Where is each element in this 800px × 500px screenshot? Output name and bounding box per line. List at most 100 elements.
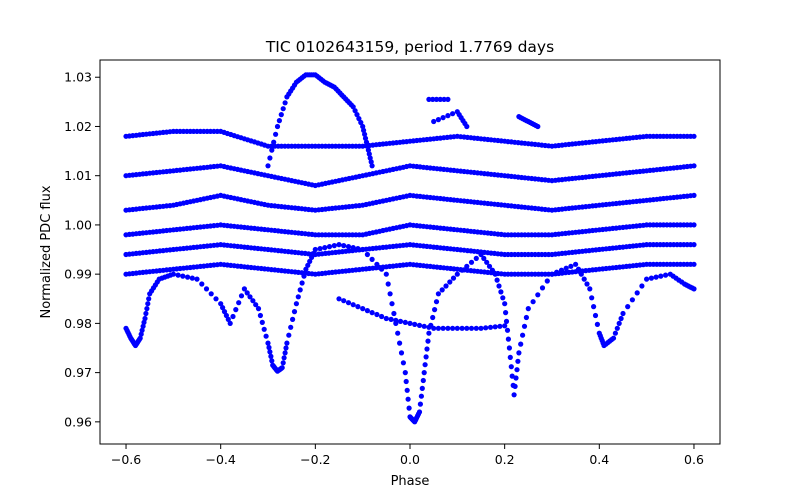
data-point	[307, 258, 313, 264]
data-point	[336, 242, 342, 248]
data-point	[255, 306, 262, 312]
y-tick-label: 1.02	[64, 119, 92, 134]
data-point	[244, 290, 250, 296]
data-point	[280, 360, 286, 366]
data-point	[393, 317, 399, 323]
data-point	[454, 325, 460, 331]
y-tick-label: 0.97	[64, 365, 92, 380]
data-point	[364, 308, 370, 314]
data-point	[317, 246, 323, 252]
data-point	[575, 266, 582, 272]
data-point	[144, 306, 150, 312]
data-point	[533, 122, 539, 129]
data-point	[293, 301, 299, 307]
data-point	[691, 192, 697, 198]
data-point	[644, 276, 650, 282]
data-point	[454, 271, 460, 277]
data-point	[592, 312, 599, 319]
data-point	[283, 345, 289, 351]
y-tick-label: 0.98	[64, 316, 92, 331]
data-point	[404, 387, 410, 393]
data-point	[230, 313, 236, 320]
data-point	[395, 330, 401, 336]
data-point	[523, 314, 530, 321]
data-point	[558, 267, 565, 273]
x-tick-label: −0.4	[206, 452, 236, 467]
data-point	[339, 92, 345, 98]
data-point	[345, 300, 352, 306]
data-point	[496, 283, 502, 289]
data-point	[459, 325, 465, 331]
data-point	[282, 100, 288, 106]
data-point	[365, 147, 371, 153]
data-point	[405, 396, 411, 402]
data-point	[145, 301, 151, 307]
data-point	[433, 299, 440, 305]
data-point	[389, 301, 395, 307]
data-point	[609, 337, 615, 343]
data-point	[267, 349, 273, 355]
data-point	[291, 82, 298, 88]
data-point	[525, 306, 531, 312]
data-point	[433, 96, 440, 102]
data-point	[589, 295, 595, 301]
data-point	[450, 325, 456, 331]
data-point	[489, 267, 495, 273]
data-point	[175, 272, 181, 278]
data-point	[554, 269, 560, 275]
data-point	[441, 96, 447, 102]
data-point	[348, 102, 354, 108]
data-point	[361, 127, 367, 133]
data-point	[506, 345, 512, 351]
data-point	[535, 292, 541, 298]
data-point	[290, 316, 296, 322]
data-point	[432, 307, 438, 313]
data-point	[691, 242, 697, 248]
data-point	[276, 118, 282, 124]
data-point	[504, 327, 511, 333]
data-point	[138, 331, 144, 337]
data-point	[520, 332, 526, 338]
data-point	[320, 78, 326, 84]
data-point	[400, 360, 406, 366]
data-point	[301, 273, 307, 279]
data-point	[530, 299, 536, 305]
data-point	[360, 306, 366, 312]
data-point	[288, 324, 294, 330]
data-point	[468, 325, 475, 331]
data-point	[435, 325, 441, 331]
data-point	[689, 285, 695, 291]
data-point	[398, 350, 405, 356]
data-point	[445, 96, 451, 102]
y-tick-label: 0.96	[64, 414, 92, 429]
data-point	[360, 123, 366, 130]
y-axis-ticks: 0.96 0.97 0.98 0.99 1.00 1.01 1.02 1.03	[64, 70, 100, 429]
data-point	[468, 259, 475, 265]
data-point	[416, 322, 423, 328]
data-point	[362, 131, 368, 137]
data-point	[397, 340, 403, 346]
data-point	[140, 323, 146, 329]
x-tick-label: 0.0	[400, 452, 420, 467]
data-point	[266, 344, 272, 351]
data-point	[481, 255, 487, 261]
data-point	[280, 106, 286, 112]
data-point	[223, 312, 229, 319]
y-tick-label: 1.01	[64, 168, 92, 183]
data-point	[268, 353, 274, 359]
data-point	[374, 261, 380, 267]
data-point	[269, 147, 275, 153]
data-point	[369, 163, 375, 169]
data-point	[663, 272, 669, 278]
data-point	[139, 327, 145, 333]
data-point	[440, 325, 446, 331]
data-point	[653, 274, 659, 280]
data-point	[440, 115, 446, 121]
data-point	[568, 263, 574, 269]
data-point	[379, 313, 385, 320]
data-point	[310, 250, 317, 257]
data-point	[639, 283, 645, 289]
data-point	[594, 321, 601, 327]
data-point	[253, 302, 259, 308]
